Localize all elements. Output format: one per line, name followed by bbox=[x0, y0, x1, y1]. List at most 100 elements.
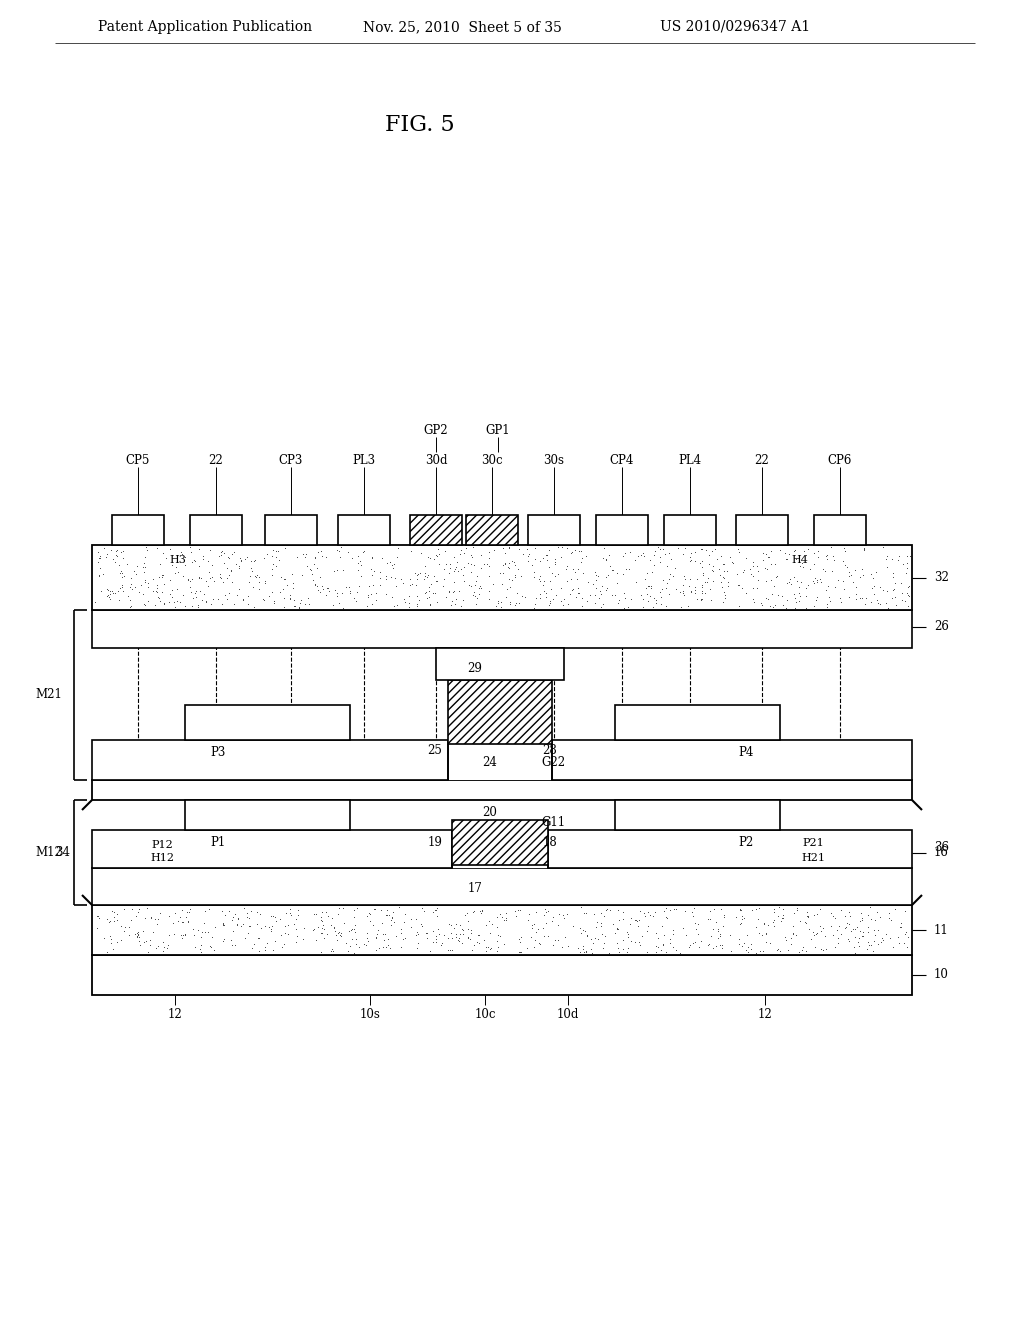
Point bbox=[706, 556, 722, 577]
Point bbox=[433, 935, 450, 956]
Point bbox=[685, 906, 701, 927]
Point bbox=[787, 591, 804, 612]
Point bbox=[855, 564, 871, 585]
Point bbox=[583, 929, 599, 950]
Point bbox=[855, 925, 871, 946]
Text: GP2: GP2 bbox=[424, 424, 449, 437]
Point bbox=[440, 581, 457, 602]
Point bbox=[109, 903, 125, 924]
Point bbox=[559, 903, 575, 924]
Point bbox=[331, 898, 347, 919]
Point bbox=[128, 906, 144, 927]
Point bbox=[647, 923, 664, 944]
Point bbox=[377, 924, 393, 945]
Point bbox=[361, 903, 378, 924]
Point bbox=[760, 546, 776, 568]
Point bbox=[614, 545, 631, 566]
Point bbox=[863, 591, 880, 612]
Point bbox=[507, 566, 523, 587]
Point bbox=[632, 900, 648, 921]
Point bbox=[193, 925, 209, 946]
Point bbox=[677, 925, 693, 946]
Point bbox=[425, 582, 441, 603]
Point bbox=[318, 546, 335, 568]
Point bbox=[683, 543, 699, 564]
Point bbox=[833, 899, 849, 920]
Point bbox=[251, 578, 267, 599]
Point bbox=[539, 545, 555, 566]
Point bbox=[203, 593, 219, 614]
Point bbox=[720, 576, 736, 597]
Point bbox=[605, 560, 622, 581]
Point bbox=[498, 553, 514, 574]
Point bbox=[735, 907, 752, 928]
Point bbox=[573, 546, 590, 568]
Point bbox=[575, 936, 592, 957]
Text: 10s: 10s bbox=[359, 1007, 381, 1020]
Point bbox=[676, 585, 692, 606]
Point bbox=[240, 923, 256, 944]
Text: 18: 18 bbox=[543, 837, 557, 850]
Bar bbox=[452, 820, 548, 865]
Point bbox=[569, 582, 586, 603]
Point bbox=[607, 585, 624, 606]
Point bbox=[422, 548, 438, 569]
Point bbox=[480, 556, 497, 577]
Point bbox=[535, 546, 551, 568]
Point bbox=[507, 554, 523, 576]
Point bbox=[460, 928, 476, 949]
Point bbox=[687, 541, 703, 562]
Point bbox=[329, 560, 345, 581]
Point bbox=[116, 565, 132, 586]
Point bbox=[870, 933, 887, 954]
Point bbox=[436, 568, 453, 589]
Point bbox=[122, 597, 138, 618]
Point bbox=[716, 560, 732, 581]
Point bbox=[429, 570, 445, 591]
Point bbox=[583, 939, 599, 960]
Point bbox=[593, 583, 609, 605]
Point bbox=[610, 937, 627, 958]
Point bbox=[326, 917, 342, 939]
Point bbox=[495, 574, 511, 595]
Point bbox=[621, 937, 637, 958]
Point bbox=[408, 562, 424, 583]
Point bbox=[865, 583, 882, 605]
Point bbox=[386, 553, 402, 574]
Point bbox=[634, 925, 650, 946]
Point bbox=[463, 553, 479, 574]
Point bbox=[196, 583, 212, 605]
Point bbox=[891, 545, 907, 566]
Point bbox=[346, 942, 362, 964]
Point bbox=[818, 549, 835, 570]
Point bbox=[687, 582, 703, 603]
Text: PL4: PL4 bbox=[679, 454, 701, 466]
Point bbox=[635, 589, 651, 610]
Point bbox=[739, 936, 756, 957]
Point bbox=[643, 578, 659, 599]
Point bbox=[604, 913, 621, 935]
Point bbox=[871, 593, 888, 614]
Point bbox=[478, 915, 495, 936]
Point bbox=[512, 941, 528, 962]
Point bbox=[592, 581, 608, 602]
Point bbox=[591, 587, 607, 609]
Point bbox=[105, 907, 122, 928]
Point bbox=[212, 564, 228, 585]
Bar bbox=[548, 830, 912, 869]
Point bbox=[140, 573, 157, 594]
Point bbox=[197, 900, 213, 921]
Point bbox=[267, 931, 284, 952]
Point bbox=[112, 562, 128, 583]
Point bbox=[147, 581, 164, 602]
Point bbox=[744, 900, 761, 921]
Point bbox=[420, 546, 436, 568]
Point bbox=[890, 550, 906, 572]
Point bbox=[280, 574, 296, 595]
Point bbox=[481, 548, 498, 569]
Point bbox=[289, 546, 305, 568]
Text: H12: H12 bbox=[150, 853, 174, 863]
Point bbox=[492, 562, 508, 583]
Point bbox=[366, 561, 382, 582]
Point bbox=[893, 912, 909, 933]
